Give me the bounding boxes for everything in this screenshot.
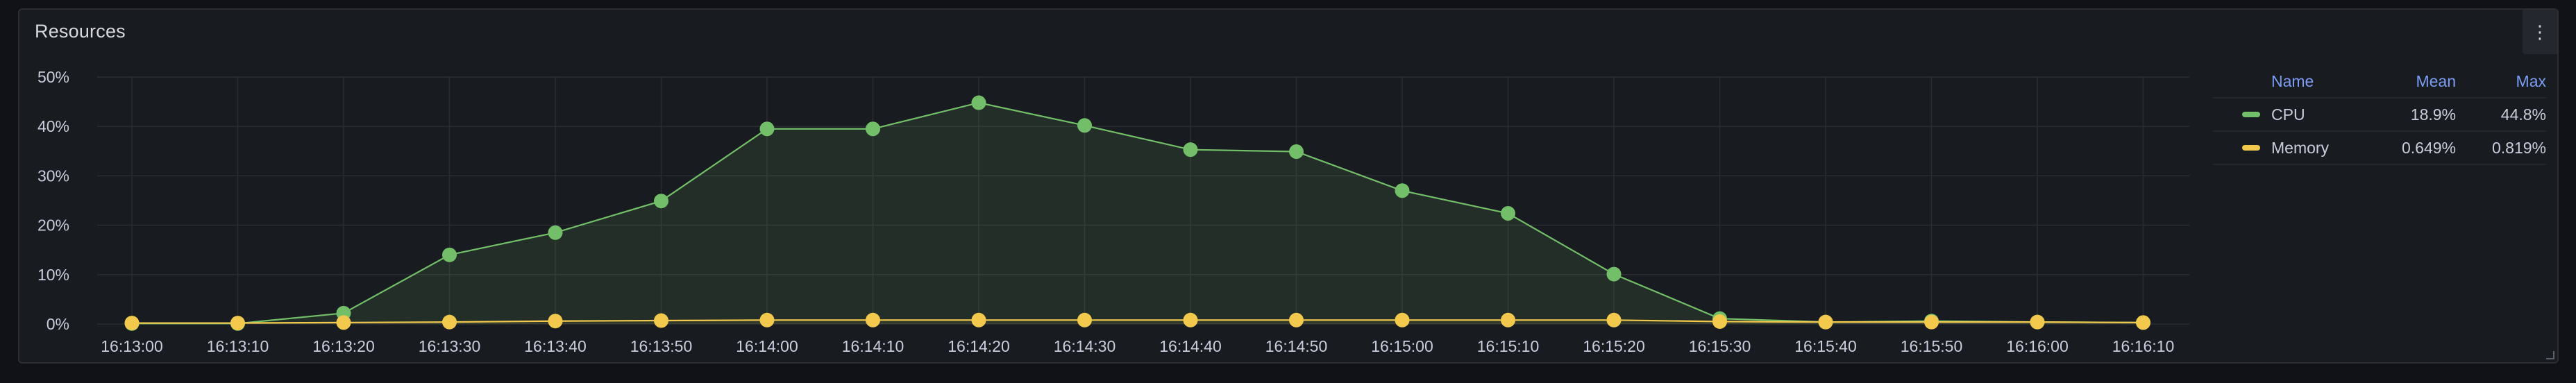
legend-row-memory[interactable]: Memory 0.649% 0.819% xyxy=(2213,132,2546,165)
y-tick-label: 20% xyxy=(37,216,69,235)
data-point-cpu xyxy=(1501,206,1515,221)
data-point-memory xyxy=(971,312,986,327)
data-point-memory xyxy=(1818,314,1833,330)
y-tick-label: 40% xyxy=(37,117,69,135)
legend-mean-value: 18.9% xyxy=(2410,105,2456,124)
x-tick-label: 16:14:30 xyxy=(1054,337,1116,355)
data-point-memory xyxy=(230,316,245,331)
chart-grid xyxy=(97,76,2189,325)
data-point-memory xyxy=(1924,314,1939,330)
x-tick-label: 16:13:50 xyxy=(630,337,693,355)
data-point-cpu xyxy=(1077,118,1092,133)
data-point-memory xyxy=(1289,312,1304,327)
x-tick-label: 16:15:40 xyxy=(1794,337,1857,355)
chart-legend: Name Mean Max CPU 18.9% 44.8% Memory 0.6… xyxy=(2213,65,2546,165)
data-point-cpu xyxy=(1606,266,1622,282)
legend-max-value: 0.819% xyxy=(2491,138,2546,157)
x-tick-label: 16:14:00 xyxy=(736,337,798,355)
x-tick-label: 16:16:00 xyxy=(2006,337,2069,355)
data-point-memory xyxy=(1077,312,1092,327)
data-point-memory xyxy=(2136,315,2150,330)
data-point-memory xyxy=(548,314,563,329)
data-point-cpu xyxy=(1395,183,1410,198)
data-point-memory xyxy=(124,316,140,331)
legend-series-name[interactable]: CPU xyxy=(2271,105,2305,124)
data-point-cpu xyxy=(654,194,668,209)
data-point-cpu xyxy=(548,225,563,240)
data-point-cpu xyxy=(1183,142,1198,158)
x-tick-label: 16:15:20 xyxy=(1583,337,1645,355)
x-tick-label: 16:13:40 xyxy=(524,337,587,355)
x-tick-label: 16:14:40 xyxy=(1159,337,1222,355)
series-area-cpu xyxy=(132,103,2144,325)
data-point-memory xyxy=(1712,314,1727,329)
x-tick-label: 16:13:10 xyxy=(207,337,269,355)
data-point-memory xyxy=(866,312,880,327)
x-tick-label: 16:16:10 xyxy=(2112,337,2175,355)
data-point-memory xyxy=(2030,314,2045,330)
resize-handle[interactable] xyxy=(2546,351,2554,359)
x-tick-label: 16:13:30 xyxy=(419,337,481,355)
vertical-ellipsis-icon: ⋮ xyxy=(2531,22,2549,42)
data-point-memory xyxy=(1395,312,1410,327)
cpu-swatch xyxy=(2242,112,2260,117)
x-tick-label: 16:14:10 xyxy=(842,337,904,355)
legend-mean-value: 0.649% xyxy=(2401,138,2456,157)
memory-swatch xyxy=(2242,145,2260,151)
x-tick-label: 16:14:20 xyxy=(948,337,1010,355)
x-tick-label: 16:15:10 xyxy=(1477,337,1540,355)
data-point-memory xyxy=(1501,312,1515,327)
panel-menu-button[interactable]: ⋮ xyxy=(2523,10,2557,54)
series-line-memory xyxy=(132,319,2144,324)
y-tick-label: 0% xyxy=(47,315,69,333)
resources-chart: 0%10%20%30%40%50% 16:13:00 16:13:10 16:13:… xyxy=(37,68,2189,355)
data-point-memory xyxy=(1606,312,1622,327)
legend-header-max[interactable]: Max xyxy=(2516,71,2546,90)
data-point-memory xyxy=(1183,312,1198,327)
x-tick-label: 16:15:00 xyxy=(1371,337,1433,355)
data-point-memory xyxy=(442,314,457,330)
x-tick-label: 16:13:20 xyxy=(312,337,375,355)
legend-series-name[interactable]: Memory xyxy=(2271,138,2330,157)
x-tick-label: 16:15:50 xyxy=(1901,337,1963,355)
data-point-memory xyxy=(759,312,775,327)
data-point-cpu xyxy=(971,95,986,110)
data-point-cpu xyxy=(442,247,457,262)
legend-header-mean[interactable]: Mean xyxy=(2416,71,2456,90)
data-point-cpu xyxy=(759,121,775,137)
y-tick-label: 50% xyxy=(37,68,69,86)
data-point-memory xyxy=(654,313,668,328)
x-axis: 16:13:00 16:13:10 16:13:20 16:13:30 16:13:40… xyxy=(101,337,2174,355)
x-tick-label: 16:15:30 xyxy=(1689,337,1751,355)
data-point-memory xyxy=(336,315,351,330)
legend-row-cpu[interactable]: CPU 18.9% 44.8% xyxy=(2213,99,2546,132)
resources-panel: Resources ⋮ 0% 10% 20% 30% 40% 50% 16:13:00 16… xyxy=(18,8,2559,364)
panel-title: Resources xyxy=(35,21,126,42)
data-point-cpu xyxy=(1289,144,1304,160)
legend-header: Name Mean Max xyxy=(2213,65,2546,99)
x-tick-label: 16:14:50 xyxy=(1265,337,1328,355)
y-axis: 0% 10% 20% 30% 40% 50% xyxy=(37,68,69,333)
legend-max-value: 44.8% xyxy=(2500,105,2546,124)
x-tick-label: 16:13:00 xyxy=(101,337,163,355)
y-tick-label: 30% xyxy=(37,167,69,185)
legend-header-name[interactable]: Name xyxy=(2271,71,2314,90)
y-tick-label: 10% xyxy=(37,266,69,284)
chart-series xyxy=(124,95,2150,331)
data-point-cpu xyxy=(866,121,880,137)
